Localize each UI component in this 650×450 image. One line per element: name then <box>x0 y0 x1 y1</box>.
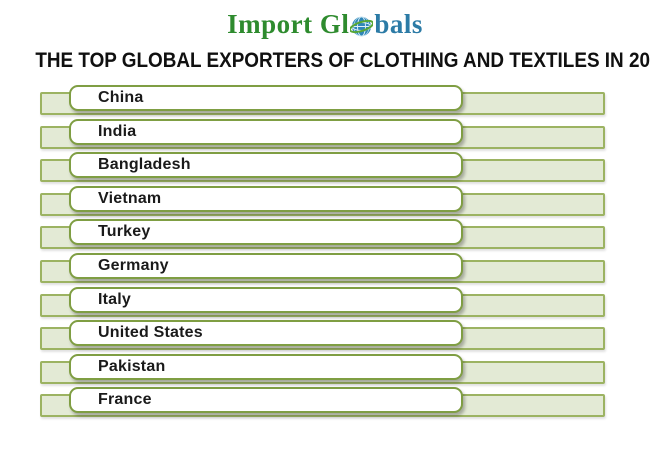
country-bar: Italy <box>69 286 463 313</box>
bar-row: Pakistan <box>0 353 650 388</box>
country-bar: Germany <box>69 252 463 279</box>
bar-row: France <box>0 387 650 421</box>
bar-row: United States <box>0 320 650 354</box>
globe-icon <box>350 15 374 37</box>
page-title: THE TOP GLOBAL EXPORTERS OF CLOTHING AND… <box>0 49 650 73</box>
country-bar: India <box>69 118 463 145</box>
country-label: Germany <box>98 256 169 274</box>
country-label: China <box>98 89 144 106</box>
logo-text-suffix: bals <box>374 8 423 39</box>
country-bar: France <box>69 387 463 414</box>
country-bar: Bangladesh <box>69 152 463 179</box>
bar-row: Germany <box>0 252 650 287</box>
bar-row: Turkey <box>0 219 650 253</box>
country-bar: Turkey <box>69 219 463 246</box>
logo: Import Gl bals <box>0 5 650 43</box>
country-label: United States <box>98 324 203 342</box>
country-label: Turkey <box>98 223 151 241</box>
country-bar: Pakistan <box>69 353 463 380</box>
bar-row: India <box>0 118 650 153</box>
country-label: Vietnam <box>98 189 162 207</box>
bar-row: Italy <box>0 286 650 321</box>
page-title-text: THE TOP GLOBAL EXPORTERS OF CLOTHING AND… <box>35 49 650 72</box>
exporters-bar-list: China India Bangladesh Vietnam Turkey Ge… <box>0 85 650 421</box>
country-label: Bangladesh <box>98 156 191 174</box>
country-label: France <box>98 391 152 409</box>
country-label: Italy <box>98 290 132 308</box>
country-bar: China <box>69 85 463 111</box>
bar-row: Bangladesh <box>0 152 650 186</box>
bar-row: Vietnam <box>0 185 650 220</box>
country-label: India <box>98 122 137 140</box>
logo-text-prefix: Import Gl <box>227 8 350 39</box>
country-bar: United States <box>69 320 463 347</box>
country-bar: Vietnam <box>69 185 463 212</box>
country-label: Pakistan <box>98 357 166 375</box>
bar-row: China <box>0 85 650 119</box>
